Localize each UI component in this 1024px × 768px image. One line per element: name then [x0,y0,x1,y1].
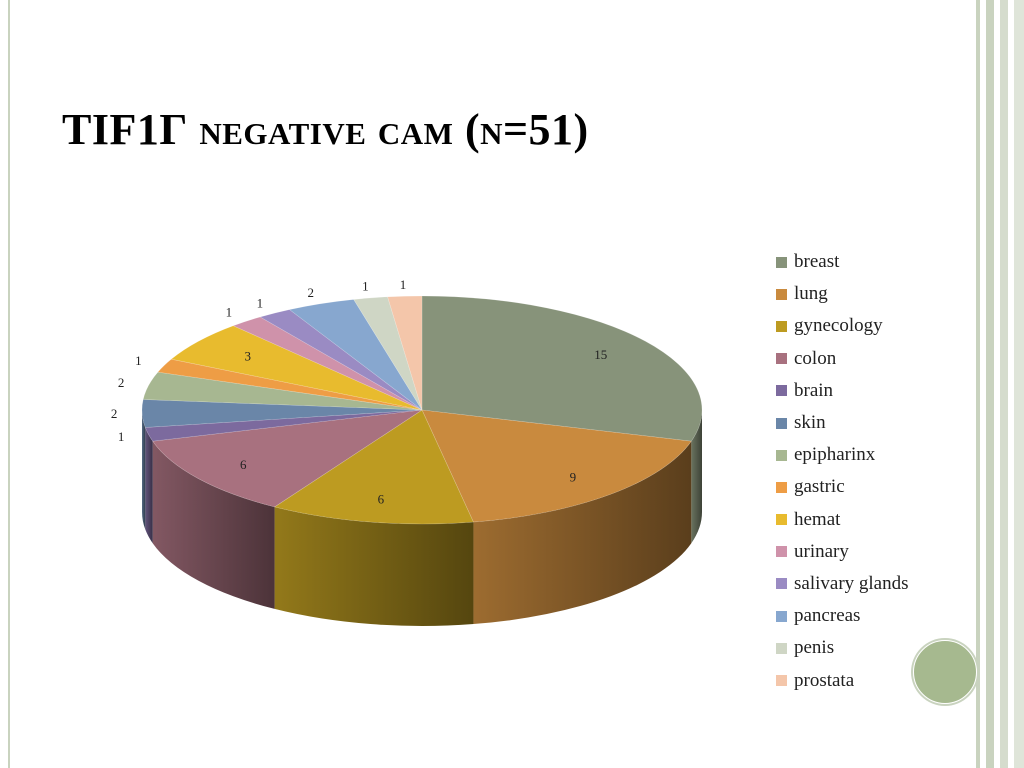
legend-swatch [776,417,787,429]
pie-slice-colon [152,409,423,508]
legend-item-brain: brain [776,375,909,407]
data-label-urinary: 1 [226,304,233,319]
legend-swatch [776,449,787,461]
legend-swatch [776,481,787,493]
pie-slice-brain [144,409,423,442]
pie-slice-penis [353,296,423,411]
data-label-pancreas: 2 [307,285,314,300]
legend-item-colon: colon [776,343,909,375]
pie-slice-salivary-glands [259,309,423,411]
data-label-gynecology: 6 [378,492,385,507]
legend-label: hemat [794,508,841,530]
legend-item-salivary-glands: salivary glands [776,568,909,600]
slide-title: TIF1Г negative cam (n=51) [62,104,589,155]
legend-label: colon [794,347,837,369]
pie-slice-gastric [157,358,423,411]
decorative-circle [913,640,977,704]
legend-swatch [776,256,787,268]
pie-slice-breast [421,295,703,442]
legend-label: breast [794,251,840,273]
legend-label: urinary [794,540,849,562]
title-main: TIF1Г [62,105,188,154]
legend-label: penis [794,637,835,659]
pie-slice-epipharinx [142,371,423,411]
title-rest: negative cam (n=51) [199,105,589,154]
data-label-brain: 1 [118,429,125,444]
data-label-colon: 6 [240,457,247,472]
pie-slice-skin [141,399,423,428]
pie-slice-gynecology [273,409,474,525]
legend-item-gastric: gastric [776,471,909,503]
legend-item-epipharinx: epipharinx [776,439,909,471]
data-label-breast: 15 [594,347,607,362]
legend-label: pancreas [794,605,861,627]
legend-swatch [776,642,787,654]
legend-label: epipharinx [794,444,876,466]
frame-right-decoration [976,0,1024,768]
pie-slice-urinary [232,316,423,411]
legend-swatch [776,578,787,590]
data-label-penis: 1 [362,279,369,294]
legend-swatch [776,353,787,365]
pie-side-breast [691,410,702,544]
pie-side-lung [473,441,692,625]
legend-item-gynecology: gynecology [776,310,909,342]
legend-item-prostata: prostata [776,664,909,696]
legend-swatch [776,610,787,622]
pie-side-walls [142,410,702,627]
pie-slice-lung [421,409,692,523]
pie-side-gynecology [274,506,474,627]
data-label-gastric: 1 [135,353,142,368]
data-label-hemat: 3 [244,348,251,363]
legend-swatch [776,675,787,687]
frame-left-rule [8,0,10,768]
legend-item-pancreas: pancreas [776,600,909,632]
legend-item-penis: penis [776,632,909,664]
legend-label: prostata [794,669,855,691]
legend-swatch [776,514,787,526]
legend-label: salivary glands [794,572,909,594]
legend-label: gynecology [794,315,883,337]
legend-label: lung [794,283,828,305]
pie-side-brain [145,427,153,544]
data-label-lung: 9 [570,469,577,484]
legend-item-hemat: hemat [776,504,909,536]
legend-swatch [776,288,787,300]
pie-slice-prostata [387,295,423,411]
pie-slice-hemat [170,325,423,411]
data-label-epipharinx: 2 [118,375,125,390]
pie-side-colon [152,441,275,609]
legend-label: gastric [794,476,845,498]
legend-label: skin [794,412,826,434]
data-label-prostata: 1 [400,277,407,292]
pie-top-faces [141,295,703,525]
legend-label: brain [794,379,834,401]
legend-item-lung: lung [776,278,909,310]
legend-item-breast: breast [776,246,909,278]
legend-item-skin: skin [776,407,909,439]
legend-swatch [776,320,787,332]
pie-slice-pancreas [288,299,423,411]
chart-legend: breast lung gynecology colon brain skin epipha… [776,246,909,697]
data-label-skin: 2 [111,406,118,421]
data-label-salivary-glands: 1 [257,295,264,310]
legend-item-urinary: urinary [776,536,909,568]
pie-side-skin [142,410,146,530]
legend-swatch [776,546,787,558]
legend-swatch [776,385,787,397]
